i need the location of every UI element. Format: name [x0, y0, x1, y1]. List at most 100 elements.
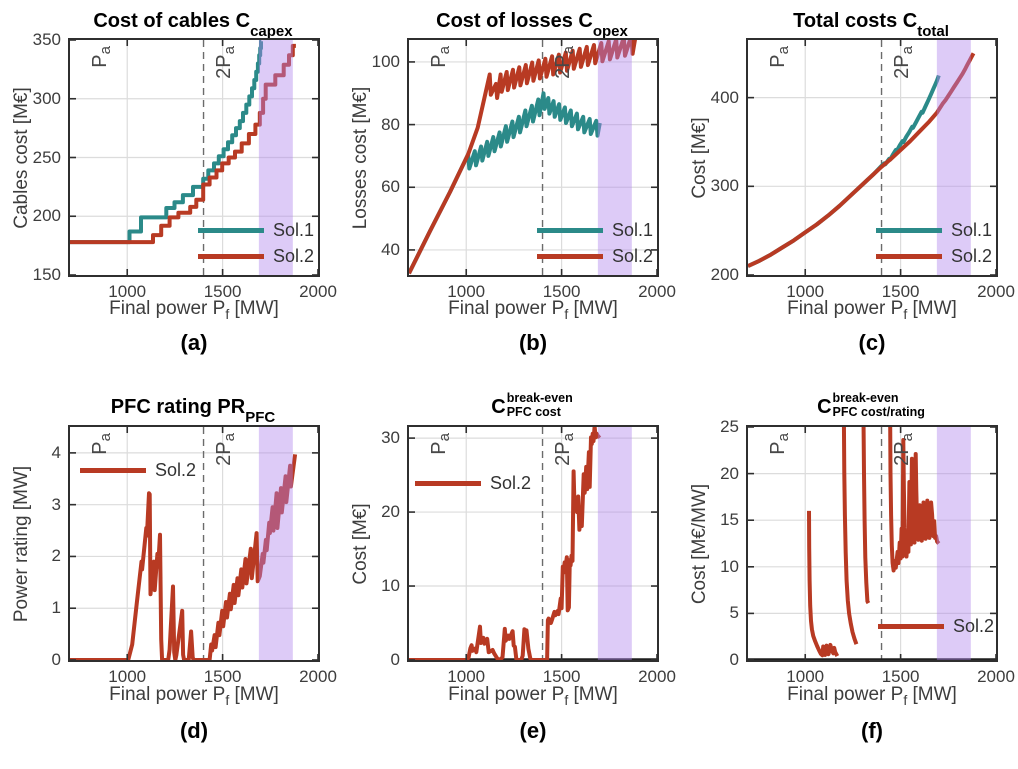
y-tick-label: 10 — [381, 576, 400, 596]
chart-title-superscript-subscript: break-even PFC cost — [506, 391, 573, 419]
x-tick-label: 1000 — [108, 667, 147, 686]
chart-title-symbol: C — [578, 9, 593, 32]
chart-title-symbol: C — [902, 9, 918, 32]
x-axis-label: Final power Pf [MW] — [787, 684, 957, 708]
chart-title-text: Total costs — [793, 9, 903, 32]
legend: Sol.1 Sol.2 — [536, 217, 653, 269]
y-tick-label: 30 — [381, 428, 400, 448]
annotation-2pa: 2Pa — [891, 45, 916, 78]
highlight-band — [597, 40, 632, 275]
chart-title-subscript: total — [917, 23, 949, 40]
legend-entry: Sol.2 — [875, 243, 992, 269]
legend-label: Sol.2 — [952, 615, 994, 636]
y-axis-label: Power rating [MW] — [11, 465, 32, 622]
chart-title-subscript: PFC — [245, 409, 276, 426]
annotation-pa: Pa — [428, 432, 453, 454]
x-axis-label: Final power Pf [MW] — [448, 298, 618, 322]
x-tick-label: 1500 — [881, 282, 920, 301]
series-sol-2 — [409, 40, 637, 275]
series-sol-2 — [409, 427, 602, 660]
chart-title-text: Cost of losses — [436, 9, 579, 32]
y-tick-label: 200 — [710, 265, 739, 284]
y-tick-label: 5 — [729, 603, 739, 623]
legend-line-sample — [197, 227, 264, 233]
legend-entry: Sol.2 — [877, 613, 994, 639]
legend-entry: Sol.2 — [536, 243, 653, 269]
plot-area: Pa 2Pa Sol.1 Sol.2 — [68, 38, 320, 277]
legend-label: Sol.2 — [490, 472, 532, 493]
chart-title-subscript: capex — [250, 23, 293, 40]
y-tick-label: 20 — [720, 463, 739, 483]
legend-line-sample — [415, 480, 481, 486]
legend-entry: Sol.1 — [197, 217, 314, 243]
legend-line-sample — [877, 623, 944, 629]
chart-svg: Pa 2Pa — [748, 427, 996, 660]
chart-title-symbol: C — [491, 395, 506, 418]
y-tick-label: 150 — [32, 265, 61, 284]
y-tick-label: 1 — [51, 598, 61, 618]
y-tick-label: 200 — [32, 206, 61, 226]
chart-title-superscript-subscript: break-even PFC cost/rating — [832, 391, 925, 419]
x-tick-label: 2000 — [977, 667, 1015, 686]
annotation-2pa: 2Pa — [552, 45, 577, 78]
y-tick-label: 2 — [51, 546, 61, 566]
annotation-pa: Pa — [767, 432, 792, 454]
y-tick-label: 0 — [729, 650, 739, 669]
highlight-band — [258, 427, 293, 660]
series-sol-2 — [861, 427, 871, 605]
x-axis-label: Final power Pf [MW] — [109, 298, 279, 322]
legend-entry: Sol.1 — [875, 217, 992, 243]
y-tick-label: 300 — [710, 176, 739, 196]
series-sol-1 — [409, 91, 602, 275]
x-tick-label: 1000 — [447, 282, 486, 301]
x-axis-label: Final power Pf [MW] — [448, 684, 618, 708]
legend: Sol.2 — [877, 613, 994, 639]
legend-line-sample — [536, 253, 603, 259]
subplot-letter: (f) — [861, 718, 883, 743]
x-tick-label: 1500 — [542, 667, 581, 686]
y-tick-label: 300 — [32, 88, 61, 108]
legend-label: Sol.1 — [950, 219, 992, 240]
plot-area: Pa 2Pa Sol.2 — [68, 425, 320, 662]
legend-label: Sol.2 — [950, 245, 992, 266]
annotation-2pa: 2Pa — [891, 432, 916, 465]
legend-label: Sol.2 — [155, 459, 197, 480]
y-tick-label: 350 — [32, 30, 61, 49]
y-tick-label: 15 — [720, 510, 739, 530]
legend-entry: Sol.2 — [415, 470, 531, 496]
series-sol-2 — [888, 427, 941, 573]
y-tick-label: 40 — [381, 239, 400, 259]
series-sol-2 — [841, 427, 859, 645]
x-tick-label: 2000 — [638, 667, 676, 686]
plot-area: Pa 2Pa Sol.2 — [407, 425, 659, 662]
x-tick-label: 2000 — [299, 282, 337, 301]
chart-svg: Pa 2Pa — [70, 40, 318, 275]
annotation-pa: Pa — [89, 432, 114, 454]
legend-line-sample — [80, 467, 146, 473]
x-tick-label: 1000 — [786, 667, 825, 686]
series-sol-2 — [807, 510, 840, 658]
y-tick-label: 400 — [710, 87, 739, 107]
y-axis-label: Cables cost [M€] — [11, 86, 32, 229]
legend-entry: Sol.1 — [536, 217, 653, 243]
chart-svg: Pa 2Pa — [409, 40, 657, 275]
legend: Sol.2 — [80, 457, 196, 483]
y-tick-label: 80 — [381, 114, 400, 134]
y-tick-label: 0 — [390, 650, 400, 669]
x-axis-label: Final power Pf [MW] — [109, 684, 279, 708]
annotation-2pa: 2Pa — [213, 432, 238, 465]
x-tick-label: 1000 — [786, 282, 825, 301]
legend-line-sample — [536, 227, 603, 233]
legend-label: Sol.2 — [272, 245, 314, 266]
y-axis-label: Losses cost [M€] — [350, 86, 371, 229]
series-sol-1 — [70, 40, 263, 245]
y-tick-label: 3 — [51, 494, 61, 514]
